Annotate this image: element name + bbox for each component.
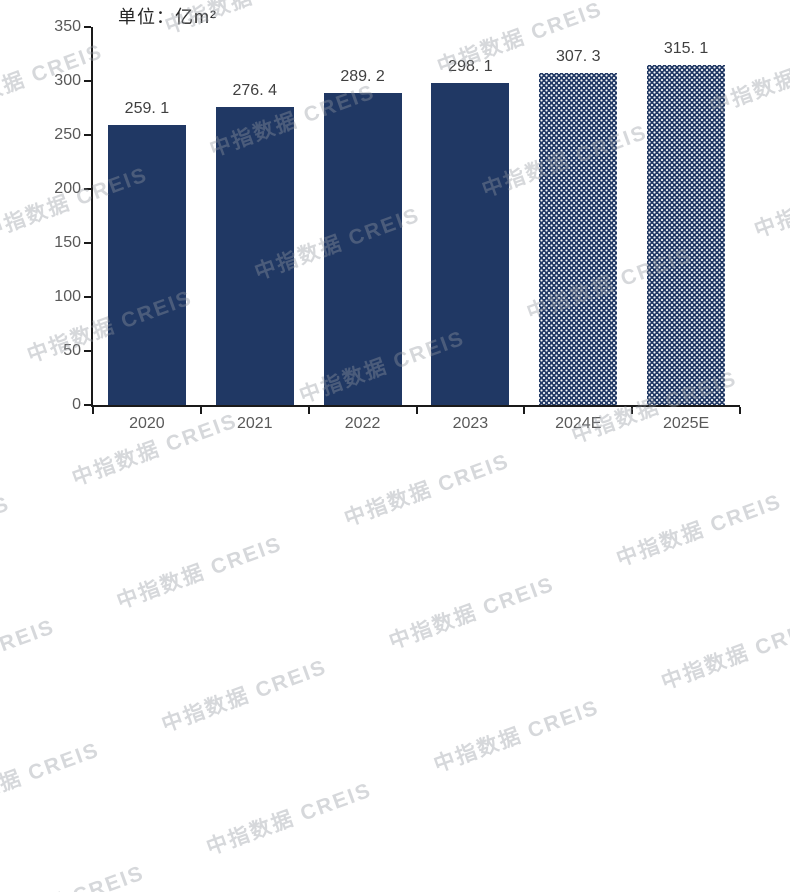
plot-area: 0 50 100 150 200 250 300 350 259. 1 2020 276. 4 202…: [54, 18, 741, 432]
bar-value-label-2024E: 307. 3: [556, 48, 601, 66]
y-axis-tick-label: 250: [54, 126, 81, 143]
y-axis-tick-label: 100: [54, 288, 81, 305]
y-axis-tick: [84, 134, 91, 136]
y-axis-tick-label: 300: [54, 72, 81, 89]
watermark-text: 中指数据 CREIS: [751, 161, 790, 243]
watermark-text: 中指数据 CREIS: [0, 738, 103, 820]
bar-2020: [107, 125, 186, 405]
bar-2024E: [539, 73, 618, 405]
y-axis-tick-label: 0: [72, 396, 81, 413]
chart-unit-label: 单位：亿m²: [118, 7, 217, 27]
x-axis-tick: [631, 407, 634, 414]
y-axis-tick: [84, 296, 91, 298]
bar-value-label-2020: 259. 1: [124, 100, 170, 118]
x-axis-tick: [199, 407, 202, 414]
x-axis-tick: [739, 407, 741, 414]
x-axis-tick: [523, 407, 526, 414]
y-axis-tick: [84, 350, 91, 352]
watermark-text: 中指数据 CREIS: [778, 233, 790, 416]
x-axis-label-2023: 2023: [452, 415, 489, 432]
bar-2022: [323, 92, 402, 405]
y-axis-tick-label: 350: [54, 18, 81, 35]
y-axis-tick: [84, 80, 91, 82]
bar-2025E: [647, 64, 726, 405]
y-axis-tick-label: 150: [54, 234, 81, 251]
x-axis-label-2022: 2022: [344, 415, 381, 432]
watermark-text: 中指数据 CREIS: [0, 615, 58, 696]
y-axis-tick-label: 200: [54, 180, 81, 197]
y-axis-tick-label: 50: [63, 342, 81, 359]
watermark-text: 中指数据 CREIS: [0, 492, 14, 573]
watermark-text: 中指数据 CREIS: [658, 613, 790, 695]
x-axis-label-2025E: 2025E: [662, 415, 710, 432]
watermark-text: 中指数据 CREIS: [0, 811, 166, 892]
bar-value-label-2023: 298. 1: [448, 58, 493, 76]
watermark-text: 中指数据 CREIS: [613, 489, 785, 572]
x-axis-label-2024E: 2024E: [555, 415, 602, 432]
watermark-text: 中指数据 CREIS: [430, 695, 603, 777]
y-axis-tick: [84, 242, 91, 244]
x-axis-label-2021: 2021: [236, 415, 273, 432]
x-axis-tick: [307, 407, 310, 414]
bar-value-label-2021: 276. 4: [232, 81, 277, 99]
watermark-text: 中指数据 CREIS: [158, 655, 331, 737]
watermark-text: 中指数据 CREIS: [113, 532, 286, 614]
x-axis-label-2020: 2020: [129, 415, 165, 432]
x-axis-tick: [92, 407, 94, 414]
watermark-text: 中指数据 CREIS: [203, 778, 375, 860]
bar-value-label-2022: 289. 2: [340, 67, 385, 85]
bar-2021: [215, 106, 294, 405]
y-axis-tick: [84, 404, 91, 406]
bar-value-label-2025E: 315. 1: [663, 39, 709, 57]
y-axis-tick: [84, 26, 91, 28]
bar-2023: [431, 83, 510, 405]
y-axis-tick: [84, 188, 91, 190]
x-axis-tick: [415, 407, 418, 414]
watermark-text: 中指数据 CREIS: [371, 0, 579, 6]
watermark-text: 中指数据 CREIS: [386, 572, 558, 654]
